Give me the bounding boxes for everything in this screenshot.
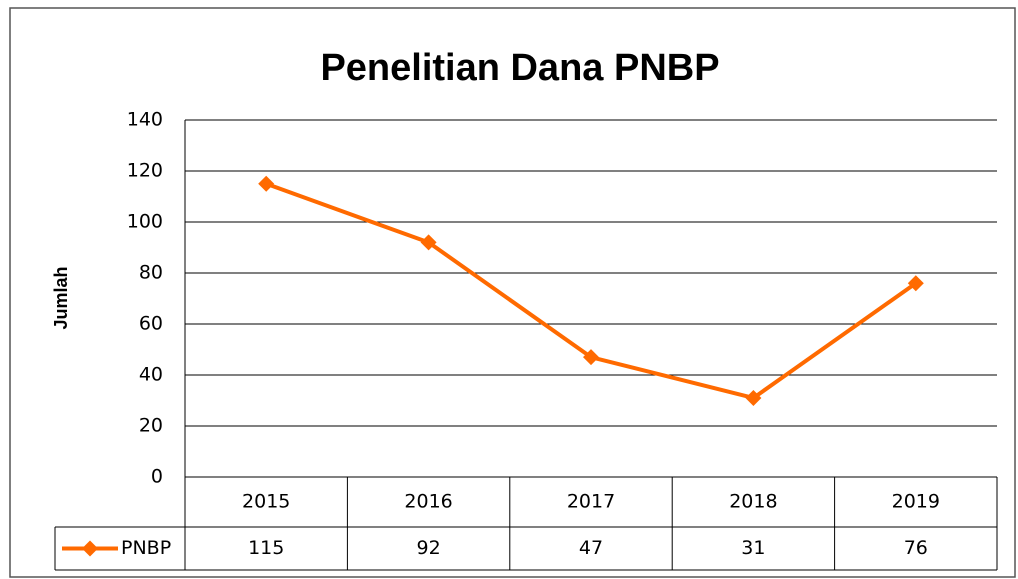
point-marker [420,234,437,251]
x-tick-label: 2015 [242,491,290,513]
y-tick-label: 20 [139,415,163,437]
table-value: 47 [579,537,603,559]
table-value: 115 [248,537,284,559]
chart-border [9,7,1016,578]
y-tick-label: 140 [127,109,163,131]
table-value: 31 [741,537,765,559]
y-axis-label: Jumlah [51,266,71,329]
y-tick-label: 80 [139,262,163,284]
x-tick-label: 2016 [404,491,452,513]
y-tick-label: 60 [139,313,163,335]
legend-marker [82,540,98,557]
table-value: 76 [904,537,928,559]
point-marker [907,275,924,292]
point-marker [258,175,275,192]
y-tick-label: 120 [127,160,163,182]
y-tick-label: 0 [151,466,163,488]
point-marker [745,389,762,406]
x-tick-label: 2018 [729,491,777,513]
x-tick-label: 2019 [892,491,940,513]
y-tick-label: 100 [127,211,163,233]
chart-title: Penelitian Dana PNBP [320,47,719,89]
x-tick-label: 2017 [567,491,615,513]
table-value: 92 [417,537,441,559]
y-tick-label: 40 [139,364,163,386]
legend-label: PNBP [121,537,171,559]
point-marker [583,349,599,366]
